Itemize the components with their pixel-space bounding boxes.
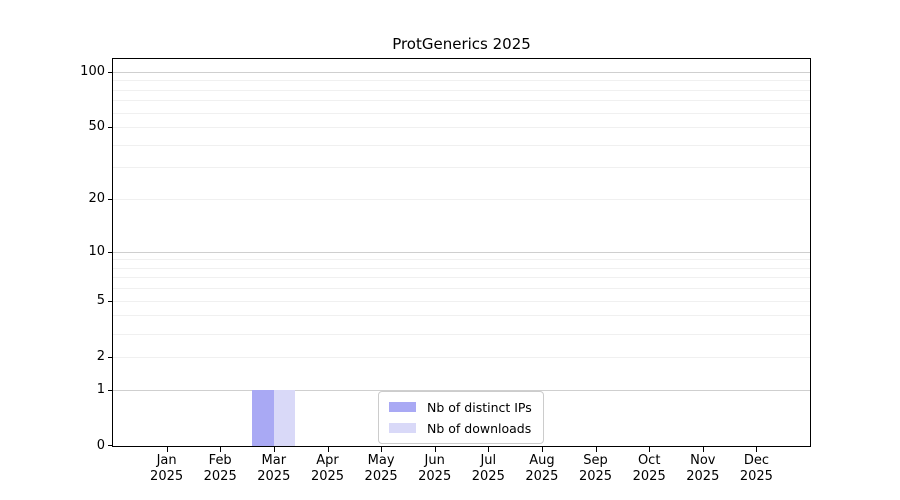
x-tick-nov — [702, 446, 704, 452]
y-tick-50 — [108, 127, 112, 128]
x-tick-year: 2025 — [739, 469, 773, 484]
major-gridline-10 — [113, 251, 810, 253]
y-tick-label-5: 5 — [96, 292, 105, 308]
x-tick-oct — [649, 446, 651, 452]
legend-item-1: Nb of downloads — [389, 419, 532, 437]
x-tick-feb — [220, 446, 222, 452]
x-tick-year: 2025 — [632, 469, 666, 484]
y-tick-label-20: 20 — [88, 191, 105, 206]
x-tick-year: 2025 — [471, 469, 505, 484]
major-gridline-1 — [113, 389, 810, 391]
legend-swatch-0 — [389, 402, 416, 412]
y-tick-0 — [108, 445, 112, 446]
minor-gridline-3 — [113, 333, 810, 335]
x-tick-month: May — [367, 453, 395, 468]
y-tick-label-100: 100 — [80, 63, 105, 79]
x-tick-label-may: May 2025 — [349, 453, 413, 485]
legend-item-0: Nb of distinct IPs — [389, 398, 532, 416]
bar-nb-of-downloads-mar-2025 — [273, 389, 296, 446]
y-tick-label-2: 2 — [96, 348, 105, 364]
y-tick-label-0: 0 — [96, 438, 105, 453]
bar-nb-of-distinct-ips-mar-2025 — [252, 389, 274, 446]
x-tick-year: 2025 — [310, 469, 345, 484]
y-tick-20 — [108, 199, 112, 200]
minor-gridline-40 — [113, 144, 810, 146]
minor-gridline-20 — [113, 199, 810, 200]
y-tick-label-1: 1 — [96, 381, 105, 397]
x-tick-label-sep: Sep 2025 — [564, 453, 628, 485]
x-tick-jun — [434, 446, 436, 452]
x-tick-month: Nov — [690, 453, 716, 468]
legend-label-0: Nb of distinct IPs — [427, 399, 532, 415]
x-tick-year: 2025 — [257, 469, 291, 484]
major-gridline-100 — [113, 71, 810, 73]
minor-gridline-7 — [113, 277, 810, 279]
x-tick-jul — [488, 446, 490, 452]
x-tick-year: 2025 — [686, 469, 720, 484]
x-tick-label-mar: Mar 2025 — [242, 453, 306, 485]
x-tick-year: 2025 — [203, 469, 237, 484]
x-tick-label-oct: Oct 2025 — [617, 453, 681, 485]
x-tick-may — [381, 446, 383, 452]
legend-label-1: Nb of downloads — [427, 420, 532, 436]
x-tick-month: Jul — [480, 453, 497, 468]
x-tick-label-jun: Jun 2025 — [403, 453, 467, 485]
minor-gridline-4 — [113, 315, 810, 317]
minor-gridline-6 — [113, 288, 810, 290]
x-tick-apr — [327, 446, 329, 452]
legend: Nb of distinct IPs Nb of downloads — [378, 391, 544, 444]
x-tick-month: Oct — [637, 453, 661, 468]
x-tick-label-jul: Jul 2025 — [456, 453, 520, 485]
minor-gridline-90 — [113, 80, 810, 82]
minor-gridline-80 — [113, 89, 810, 91]
y-tick-100 — [108, 71, 112, 73]
y-tick-label-10: 10 — [88, 243, 105, 259]
x-tick-month: Apr — [316, 453, 339, 468]
x-tick-year: 2025 — [150, 469, 184, 484]
x-tick-dec — [756, 446, 758, 452]
x-tick-label-apr: Apr 2025 — [296, 453, 360, 485]
x-tick-year: 2025 — [578, 469, 613, 484]
x-tick-month: Dec — [743, 453, 769, 468]
x-tick-month: Feb — [208, 453, 232, 468]
x-tick-year: 2025 — [418, 469, 452, 484]
x-tick-year: 2025 — [525, 469, 559, 484]
x-tick-month: Sep — [583, 453, 608, 468]
y-tick-10 — [108, 251, 112, 253]
x-tick-mar — [273, 446, 275, 452]
x-tick-jan — [166, 446, 168, 452]
x-tick-aug — [541, 446, 543, 452]
x-tick-month: Jan — [156, 453, 177, 468]
x-tick-month: Aug — [529, 453, 555, 468]
minor-gridline-5 — [113, 300, 810, 302]
minor-gridline-8 — [113, 267, 810, 269]
x-tick-label-aug: Aug 2025 — [510, 453, 574, 485]
minor-gridline-60 — [113, 112, 810, 114]
legend-swatch-1 — [389, 423, 416, 433]
x-tick-month: Jun — [424, 453, 445, 468]
plot-area: 0 1 2 5 10 20 50 100 Jan 2025 Feb 2025 Mar 2025 Apr 20… — [80, 58, 811, 484]
y-tick-2 — [108, 356, 112, 358]
minor-gridline-30 — [113, 167, 810, 169]
x-tick-label-dec: Dec 2025 — [724, 453, 788, 485]
x-tick-label-feb: Feb 2025 — [188, 453, 252, 485]
minor-gridline-2 — [113, 356, 810, 358]
minor-gridline-50 — [113, 127, 810, 128]
y-tick-1 — [108, 389, 112, 391]
chart-title: ProtGenerics 2025 — [392, 35, 531, 53]
x-tick-month: Mar — [261, 453, 287, 468]
y-tick-5 — [108, 300, 112, 302]
y-tick-label-50: 50 — [88, 119, 105, 134]
x-tick-label-nov: Nov 2025 — [671, 453, 735, 485]
x-tick-sep — [595, 446, 597, 452]
minor-gridline-9 — [113, 259, 810, 261]
x-tick-label-jan: Jan 2025 — [135, 453, 199, 485]
x-tick-year: 2025 — [364, 469, 398, 484]
minor-gridline-70 — [113, 100, 810, 102]
